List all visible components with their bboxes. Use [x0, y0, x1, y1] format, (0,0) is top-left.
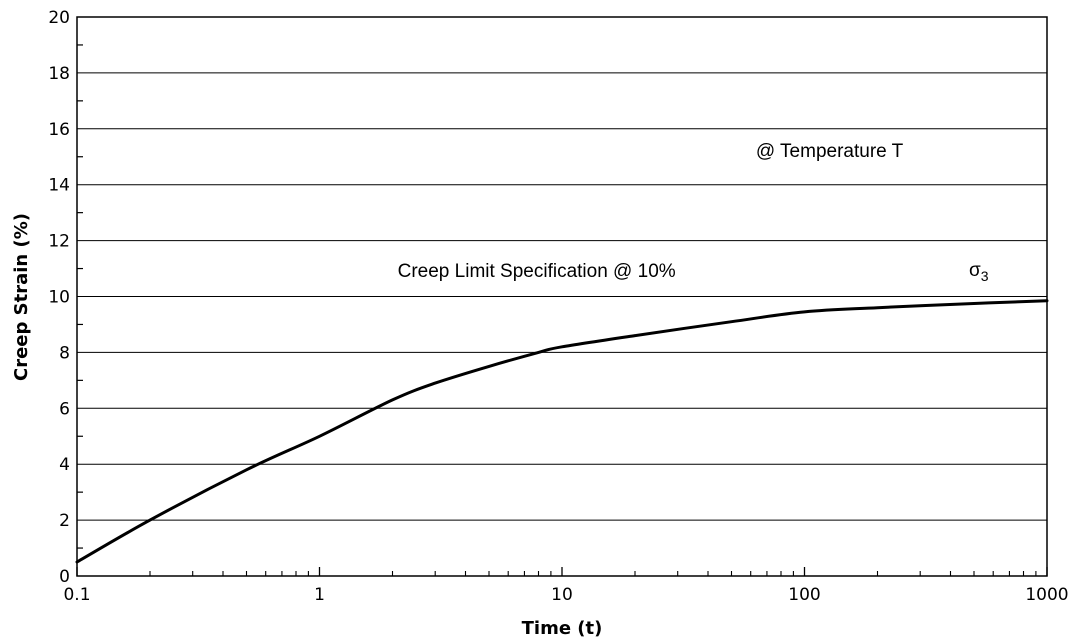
plot-frame — [76, 16, 1048, 577]
x-axis-title: Time (t) — [522, 618, 603, 639]
annotation-temperature: @ Temperature T — [756, 141, 904, 162]
gridlines — [77, 72, 1047, 521]
x-tick-label: 1 — [314, 585, 325, 605]
y-tick-label: 4 — [59, 455, 70, 475]
minor-ticks — [76, 44, 1048, 576]
x-tick-label: 0.1 — [63, 585, 90, 605]
y-tick-label: 16 — [48, 120, 70, 140]
y-tick-label: 2 — [59, 511, 70, 531]
y-tick-labels: 0 2 4 6 8 10 12 14 16 18 20 — [48, 8, 70, 587]
y-tick-label: 10 — [48, 288, 70, 308]
y-tick-label: 6 — [59, 399, 70, 419]
x-tick-label: 10 — [551, 585, 573, 605]
series-label-subscript: 3 — [981, 268, 989, 284]
x-tick-label: 100 — [788, 585, 820, 605]
y-tick-label: 12 — [48, 232, 70, 252]
annotation-creep-limit: Creep Limit Specification @ 10% — [398, 261, 676, 282]
y-tick-label: 8 — [59, 343, 70, 363]
y-tick-label: 20 — [48, 8, 70, 28]
y-tick-label: 14 — [48, 176, 70, 196]
series-label-sigma3: σ3 — [969, 260, 989, 284]
y-tick-label: 0 — [59, 567, 70, 587]
y-axis-title: Creep Strain (%) — [11, 213, 32, 381]
x-tick-labels: 0.1 1 10 100 1000 — [63, 585, 1068, 605]
series-layer — [75, 299, 1049, 564]
series-label-base: σ — [969, 260, 981, 281]
x-tick-label: 1000 — [1025, 585, 1068, 605]
series-line-0 — [75, 299, 1049, 564]
y-tick-label: 18 — [48, 64, 70, 84]
